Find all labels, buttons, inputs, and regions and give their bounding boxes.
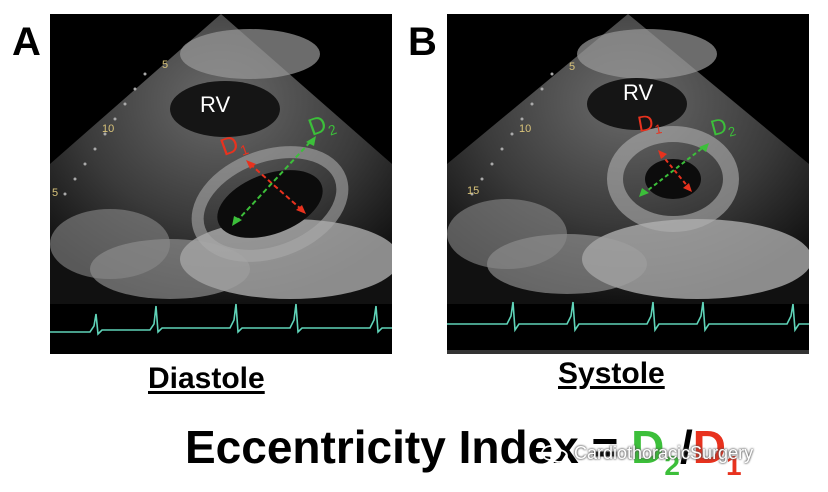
lv-cavity <box>217 170 323 238</box>
rv-cavity <box>587 78 687 130</box>
ecg-trace <box>447 301 809 333</box>
echo-image-diastole: 5 10 5 RV D1 D2 <box>50 14 392 354</box>
d2-label: D2 <box>708 111 738 144</box>
d2-arrow <box>235 139 313 223</box>
watermark: CardiothoracicSurgery <box>540 443 753 464</box>
rv-cavity <box>170 81 280 137</box>
rv-label: RV <box>200 92 230 117</box>
depth-mark-2: 10 <box>102 123 114 135</box>
d1-arrow <box>660 153 690 189</box>
formula-numerator: D2 <box>631 421 680 481</box>
echo-image-systole: 5 10 15 RV D1 D2 <box>447 14 809 354</box>
echo-svg-diastole: 5 10 5 RV D1 D2 <box>50 14 392 336</box>
depth-mark-3: 15 <box>467 185 479 197</box>
d1-label: D1 <box>636 108 664 140</box>
depth-mark-3: 5 <box>52 187 58 199</box>
caption-diastole: Diastole <box>148 362 265 395</box>
formula-denominator: D1 <box>692 421 742 481</box>
echo-svg-systole: 5 10 15 RV D1 D2 <box>447 14 809 354</box>
caption-systole: Systole <box>558 357 665 390</box>
watermark-text: CardiothoracicSurgery <box>574 443 754 463</box>
d2-arrow <box>642 145 706 195</box>
ecg-trace <box>50 303 392 336</box>
panel-b-letter: B <box>408 20 437 64</box>
wechat-icon <box>540 444 570 464</box>
depth-mark-1: 5 <box>569 61 575 73</box>
lv-cavity <box>645 159 701 199</box>
panel-a-letter: A <box>12 20 41 64</box>
d1-arrow <box>249 163 303 211</box>
depth-mark-2: 10 <box>519 123 531 135</box>
rv-label: RV <box>623 80 653 105</box>
formula-slash: / <box>679 421 693 473</box>
depth-mark-1: 5 <box>162 59 168 71</box>
